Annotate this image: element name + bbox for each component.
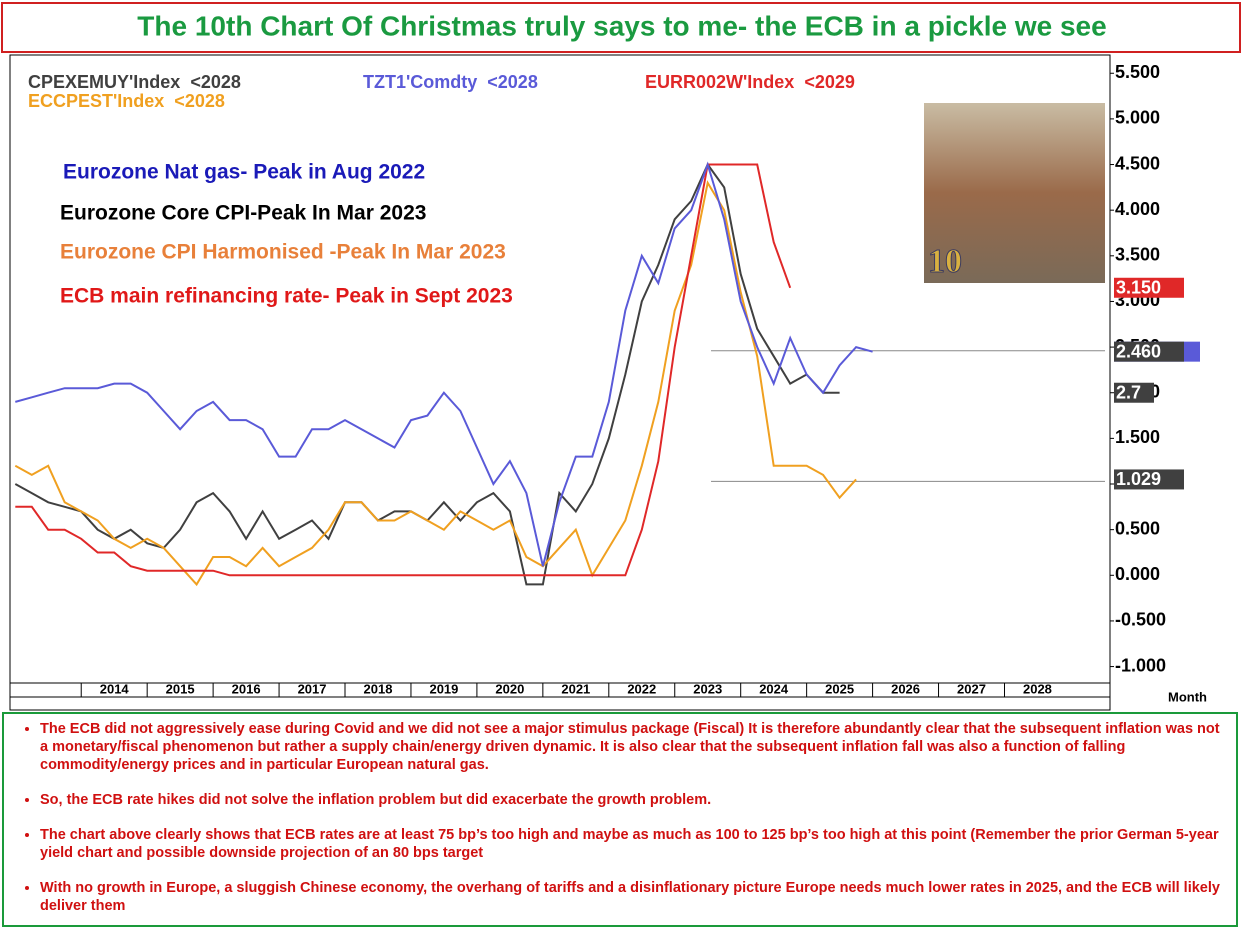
x-tick-label: 2021 [561, 681, 590, 696]
x-tick-label: 2025 [825, 681, 854, 696]
end-label-box [1114, 277, 1184, 298]
x-tick-label: 2027 [957, 681, 986, 696]
x-tick-label: 2022 [627, 681, 656, 696]
x-axis-band [9, 696, 1111, 711]
end-label: 2.7 [1116, 382, 1141, 402]
y-tick-label: 3.500 [1115, 245, 1160, 265]
x-tick-label: 2020 [495, 681, 524, 696]
title-box [1, 2, 1241, 53]
x-tick-label: 2018 [364, 681, 393, 696]
y-tick-label: 5.000 [1115, 108, 1160, 128]
y-tick-label: 4.000 [1115, 199, 1160, 219]
annotation: Eurozone CPI Harmonised -Peak In Mar 202… [60, 241, 506, 264]
end-label: 2.460 [1116, 341, 1161, 361]
y-tick-label: -1.000 [1115, 655, 1166, 675]
annotation: Eurozone Nat gas- Peak in Aug 2022 [63, 161, 425, 184]
annotation: ECB main refinancing rate- Peak in Sept … [60, 285, 513, 308]
x-tick-label: 2023 [693, 681, 722, 696]
end-label-box [1114, 382, 1154, 403]
note: So, the ECB rate hikes did not solve the… [40, 791, 1226, 809]
x-tick-label: 2014 [100, 681, 130, 696]
end-label: 1.029 [1116, 469, 1161, 489]
notes-box: The ECB did not aggressively ease during… [2, 712, 1238, 927]
legend-entry: EURR002W'Index <2029 [645, 72, 855, 92]
series-line [15, 163, 792, 577]
notes-list: The ECB did not aggressively ease during… [12, 720, 1226, 915]
x-tick-label: 2017 [298, 681, 327, 696]
x-tick-label: 2016 [232, 681, 261, 696]
legend-entry: TZT1'Comdty <2028 [363, 72, 538, 92]
x-tick-label: 2019 [429, 681, 458, 696]
x-axis-label: Month [1168, 689, 1207, 704]
y-tick-label: 4.500 [1115, 153, 1160, 173]
x-tick-label: 2024 [759, 681, 789, 696]
annotation: Eurozone Core CPI-Peak In Mar 2023 [60, 202, 426, 225]
series-line [15, 161, 873, 567]
chart-title: The 10th Chart Of Christmas truly says t… [137, 10, 1106, 41]
note: The chart above clearly shows that ECB r… [40, 826, 1226, 862]
y-tick-label: -0.500 [1115, 610, 1166, 630]
x-tick-label: 2028 [1023, 681, 1052, 696]
series-line [14, 180, 857, 587]
chart: The 10th Chart Of Christmas truly says t… [1, 2, 1241, 711]
legend-entry: CPEXEMUY'Index <2028 [28, 72, 241, 92]
end-label-box [1114, 469, 1184, 490]
image-badge: 10 [928, 243, 962, 280]
note: The ECB did not aggressively ease during… [40, 720, 1226, 774]
note: With no growth in Europe, a sluggish Chi… [40, 879, 1226, 915]
y-tick-label: 5.500 [1115, 62, 1160, 82]
end-label: 3.150 [1116, 278, 1161, 298]
image [924, 103, 1105, 283]
y-tick-label: 0.500 [1115, 518, 1160, 538]
legend-entry: ECCPEST'Index <2028 [28, 91, 225, 111]
y-tick-label: 0.000 [1115, 564, 1160, 584]
y-tick-label: 1.500 [1115, 427, 1160, 447]
end-label-box [1114, 341, 1184, 362]
x-tick-label: 2026 [891, 681, 920, 696]
x-tick-label: 2015 [166, 681, 195, 696]
